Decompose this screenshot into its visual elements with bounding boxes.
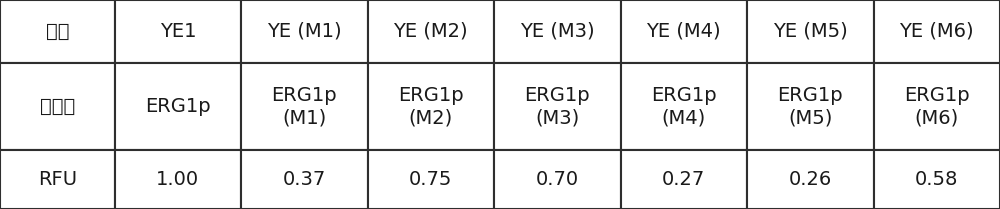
Text: YE (M1): YE (M1) — [267, 22, 342, 41]
Text: ERG1p
(M5): ERG1p (M5) — [777, 86, 843, 127]
Bar — [874, 63, 1000, 150]
Bar — [747, 0, 874, 63]
Text: ERG1p
(M4): ERG1p (M4) — [651, 86, 717, 127]
Bar — [115, 63, 241, 150]
Bar — [621, 63, 747, 150]
Bar — [368, 63, 494, 150]
Bar — [368, 150, 494, 209]
Text: YE (M5): YE (M5) — [773, 22, 848, 41]
Text: ERG1p
(M2): ERG1p (M2) — [398, 86, 464, 127]
Text: ERG1p: ERG1p — [145, 97, 211, 116]
Text: 0.75: 0.75 — [409, 170, 452, 189]
Bar — [874, 150, 1000, 209]
Bar — [368, 0, 494, 63]
Text: YE1: YE1 — [160, 22, 196, 41]
Text: YE (M6): YE (M6) — [899, 22, 974, 41]
Bar — [494, 0, 621, 63]
Bar — [494, 63, 621, 150]
Bar — [0, 63, 115, 150]
Bar — [0, 0, 115, 63]
Text: 0.58: 0.58 — [915, 170, 958, 189]
Bar — [747, 63, 874, 150]
Bar — [747, 150, 874, 209]
Bar — [874, 0, 1000, 63]
Text: 0.37: 0.37 — [283, 170, 326, 189]
Bar — [241, 63, 368, 150]
Bar — [621, 0, 747, 63]
Text: 1.00: 1.00 — [156, 170, 199, 189]
Bar — [241, 150, 368, 209]
Bar — [115, 150, 241, 209]
Bar — [621, 150, 747, 209]
Text: 0.26: 0.26 — [789, 170, 832, 189]
Bar — [115, 0, 241, 63]
Bar — [494, 150, 621, 209]
Text: RFU: RFU — [38, 170, 77, 189]
Text: YE (M2): YE (M2) — [393, 22, 468, 41]
Text: 启动子: 启动子 — [40, 97, 75, 116]
Text: 0.27: 0.27 — [662, 170, 705, 189]
Text: YE (M4): YE (M4) — [646, 22, 721, 41]
Text: 0.70: 0.70 — [536, 170, 579, 189]
Text: YE (M3): YE (M3) — [520, 22, 595, 41]
Text: ERG1p
(M6): ERG1p (M6) — [904, 86, 970, 127]
Text: ERG1p
(M1): ERG1p (M1) — [271, 86, 337, 127]
Text: 菌株: 菌株 — [46, 22, 69, 41]
Bar — [241, 0, 368, 63]
Bar — [0, 150, 115, 209]
Text: ERG1p
(M3): ERG1p (M3) — [524, 86, 590, 127]
